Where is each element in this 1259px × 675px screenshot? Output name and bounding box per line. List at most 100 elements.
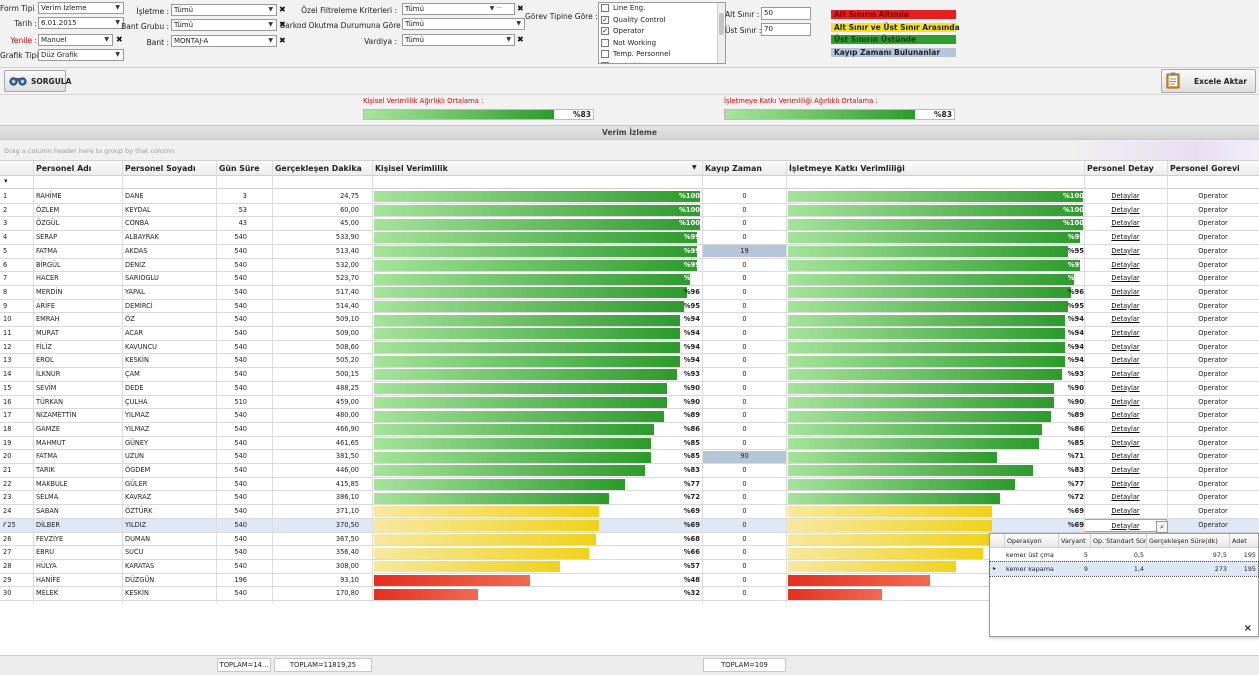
gun-sure[interactable]: 540: [234, 424, 247, 433]
personel-soyadi[interactable]: YILMAZ: [125, 424, 150, 433]
gun-sure[interactable]: 540: [234, 507, 247, 516]
gorev-item[interactable]: Not Working: [599, 38, 717, 50]
personel-adi[interactable]: ARİFE: [36, 301, 55, 310]
group-panel[interactable]: Drag a column header here to group by th…: [0, 141, 1259, 161]
gun-sure[interactable]: 540: [234, 411, 247, 420]
personel-soyadi[interactable]: ÖZTÜRK: [125, 507, 153, 516]
filter-row-icon[interactable]: ▾: [4, 177, 8, 185]
gerceklesen-dakika[interactable]: 381,50: [335, 452, 359, 461]
column-header[interactable]: İşletmeye Katkı Verimliliği: [789, 164, 905, 173]
gerceklesen-dakika[interactable]: 24,75: [340, 192, 359, 200]
personel-adi[interactable]: EROL: [36, 356, 54, 365]
chevron-down-icon[interactable]: ▼: [268, 21, 273, 28]
detaylar-link[interactable]: Detaylar: [1111, 507, 1140, 516]
personel-adi[interactable]: GAMZE: [36, 424, 60, 433]
personel-soyadi[interactable]: KESKİN: [125, 589, 149, 598]
personel-soyadi[interactable]: DANE: [125, 192, 144, 200]
kayip-zaman[interactable]: 0: [742, 219, 747, 228]
gun-sure[interactable]: 540: [234, 315, 247, 324]
personel-adi[interactable]: HACER: [36, 274, 59, 283]
gorev-item[interactable]: ✓ Operator: [599, 26, 717, 38]
personel-adi[interactable]: EMRAH: [36, 315, 60, 324]
personel-soyadi[interactable]: ALBAYRAK: [125, 233, 159, 242]
checkbox[interactable]: [601, 50, 609, 58]
detail-close-icon[interactable]: ×: [1243, 623, 1252, 634]
column-header[interactable]: Gerçekleşen Dakika: [275, 164, 362, 173]
gun-sure[interactable]: 540: [234, 452, 247, 461]
kisisel-sort-icon[interactable]: ▼: [692, 164, 697, 171]
kayip-zaman[interactable]: 0: [742, 520, 747, 529]
detaylar-link[interactable]: Detaylar: [1111, 466, 1140, 474]
personel-soyadi[interactable]: GÜLER: [125, 479, 148, 488]
vardiya-select[interactable]: Tümü ▼: [402, 34, 515, 46]
gun-sure[interactable]: 540: [234, 479, 247, 488]
column-header[interactable]: Gün Süre: [219, 164, 260, 173]
gun-sure[interactable]: 540: [234, 246, 247, 255]
gun-sure[interactable]: 540: [234, 370, 247, 379]
personel-soyadi[interactable]: SARIOGLU: [125, 274, 159, 283]
personel-soyadi[interactable]: ÇULHA: [125, 397, 148, 406]
gerceklesen-dakika[interactable]: 60,00: [340, 205, 359, 214]
chevron-down-icon[interactable]: ▼: [115, 4, 120, 11]
gun-sure[interactable]: 540: [234, 548, 247, 557]
gun-sure[interactable]: 3: [242, 192, 247, 200]
gorev-checklist[interactable]: Line Eng. ✓ Quality Control ✓ Operator Not Wo…: [598, 2, 726, 64]
gerceklesen-dakika[interactable]: 466,90: [335, 424, 359, 433]
personel-adi[interactable]: MERDİN: [36, 287, 63, 296]
kayip-zaman[interactable]: 0: [742, 397, 747, 406]
kayip-zaman[interactable]: 0: [742, 233, 747, 242]
gerceklesen-dakika[interactable]: 509,00: [335, 329, 359, 337]
gun-sure[interactable]: 540: [234, 561, 247, 570]
gorev-item[interactable]: Temp. Personnel: [599, 49, 717, 61]
excel-export-button[interactable]: Excele Aktar: [1161, 69, 1256, 93]
kayip-zaman[interactable]: 90: [740, 452, 749, 461]
ozel-filtre-clear-icon[interactable]: ✖: [517, 4, 524, 13]
grafik-tipi-select[interactable]: Düz Grafik ▼: [38, 49, 124, 61]
gerceklesen-dakika[interactable]: 509,10: [335, 315, 359, 324]
personel-adi[interactable]: FATMA: [36, 246, 58, 255]
more-icon[interactable]: ▼ ···: [489, 5, 502, 12]
gerceklesen-dakika[interactable]: 367,50: [335, 534, 359, 543]
personel-soyadi[interactable]: DEDE: [125, 383, 144, 392]
personel-adi[interactable]: DİLBER: [36, 520, 60, 529]
detaylar-link[interactable]: Detaylar: [1111, 452, 1140, 461]
gun-sure[interactable]: 540: [234, 342, 247, 351]
detail-column-header[interactable]: Varyant: [1058, 534, 1090, 548]
detail-column-header[interactable]: Adet: [1229, 534, 1258, 548]
personel-adi[interactable]: EBRU: [36, 548, 55, 557]
yenile-clear-icon[interactable]: ✖: [116, 35, 123, 44]
personel-soyadi[interactable]: DÜZGÜN: [125, 575, 155, 584]
personel-adi[interactable]: TARIK: [36, 466, 55, 474]
gun-sure[interactable]: 540: [234, 493, 247, 502]
gerceklesen-dakika[interactable]: 308,00: [335, 561, 359, 570]
detaylar-link[interactable]: Detaylar: [1111, 315, 1140, 324]
form-tipi-select[interactable]: Verim İzleme ▼: [38, 2, 124, 14]
gerceklesen-dakika[interactable]: 93,10: [340, 575, 359, 584]
gun-sure[interactable]: 540: [234, 301, 247, 310]
gun-sure[interactable]: 540: [234, 356, 247, 365]
personel-soyadi[interactable]: KAVUNCU: [125, 342, 157, 351]
ozel-filtre-select[interactable]: Tümü ▼ ···: [402, 3, 515, 15]
column-header[interactable]: Personel Detay: [1087, 164, 1154, 173]
kayip-zaman[interactable]: 0: [742, 301, 747, 310]
kayip-zaman[interactable]: 0: [742, 342, 747, 351]
gun-sure[interactable]: 510: [234, 397, 247, 406]
chevron-down-icon[interactable]: ▼: [115, 51, 120, 58]
detaylar-link[interactable]: Detaylar: [1111, 192, 1140, 200]
tarih-date-picker[interactable]: 6.01.2015 ▼: [38, 17, 124, 29]
kayip-zaman[interactable]: 19: [740, 246, 749, 255]
gun-sure[interactable]: 540: [234, 274, 247, 283]
gerceklesen-dakika[interactable]: 370,50: [335, 520, 359, 529]
detaylar-link[interactable]: Detaylar: [1111, 260, 1140, 269]
personel-adi[interactable]: FATMA: [36, 452, 58, 461]
detail-row[interactable]: kemer üst çma 5 0,5 97,5 195: [990, 548, 1258, 562]
kayip-zaman[interactable]: 0: [742, 356, 747, 365]
personel-soyadi[interactable]: KARATAS: [125, 561, 155, 570]
alt-sinir-input[interactable]: 50: [761, 7, 811, 20]
checkbox[interactable]: [601, 4, 609, 12]
personel-soyadi[interactable]: ÖGDEM: [125, 466, 151, 474]
personel-soyadi[interactable]: KAVRAZ: [125, 493, 152, 502]
chevron-down-icon[interactable]: ▼: [115, 19, 120, 26]
kayip-zaman[interactable]: 0: [742, 274, 747, 283]
personel-adi[interactable]: HANİFE: [36, 575, 61, 584]
